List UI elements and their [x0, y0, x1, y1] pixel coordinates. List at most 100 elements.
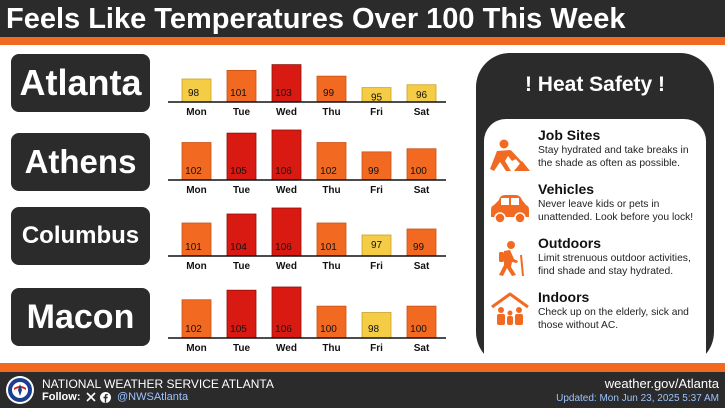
city-label-macon: Macon [11, 288, 150, 346]
athens-tick-label-mon: Mon [186, 185, 207, 196]
macon-value-label-sat: 100 [410, 324, 427, 335]
facebook-icon[interactable] [100, 391, 111, 403]
columbus-tick-label-fri: Fri [370, 261, 383, 272]
macon-bar-mon [181, 299, 212, 339]
tip-heading: Job Sites [538, 127, 601, 143]
website-link[interactable]: weather.gov/Atlanta [604, 376, 719, 391]
macon-value-label-wed: 106 [275, 324, 292, 335]
columbus-bar-mon [181, 222, 212, 257]
city-label-columbus: Columbus [11, 207, 150, 265]
athens-bar-thu [316, 142, 347, 181]
agency-name: NATIONAL WEATHER SERVICE ATLANTA [42, 377, 274, 391]
chart-athens: 102 Mon 105 Tue 106 Wed 102 Thu 99 Fri 100 Sat [168, 124, 446, 198]
columbus-value-label-mon: 101 [185, 242, 202, 253]
macon-tick-label-wed: Wed [276, 343, 297, 354]
athens-value-label-fri: 99 [368, 166, 380, 177]
atlanta-tick-label-mon: Mon [186, 107, 207, 118]
follow-label: Follow: [42, 391, 81, 403]
macon-bar-tue [226, 289, 257, 339]
macon-tick-label-thu: Thu [322, 343, 340, 354]
macon-tick-label-mon: Mon [186, 343, 207, 354]
chart-macon-svg: 102 Mon 105 Tue 106 Wed 100 Thu 98 Fri 100 Sat [168, 286, 446, 354]
worker-shovel-icon [490, 139, 530, 171]
tip-heading: Vehicles [538, 181, 595, 197]
columbus-value-label-tue: 104 [230, 242, 247, 253]
tip-text: Never leave kids or pets in unattended. … [538, 199, 694, 223]
athens-value-label-sat: 100 [410, 166, 427, 177]
columbus-bar-thu [316, 222, 347, 257]
macon-bar-sat [406, 305, 437, 339]
atlanta-value-label-sat: 96 [416, 90, 428, 101]
atlanta-tick-label-thu: Thu [322, 107, 340, 118]
macon-value-label-thu: 100 [320, 324, 337, 335]
tip-indoors: Indoors Check up on the elderly, sick an… [484, 289, 706, 343]
macon-tick-label-sat: Sat [414, 343, 430, 354]
columbus-tick-label-thu: Thu [322, 261, 340, 272]
tip-text: Limit strenuous outdoor activities, find… [538, 253, 691, 277]
columbus-bar-sat [406, 228, 437, 257]
columbus-value-label-sat: 99 [413, 242, 425, 253]
hiker-icon [499, 241, 524, 277]
atlanta-value-label-thu: 99 [323, 88, 335, 99]
chart-macon: 102 Mon 105 Tue 106 Wed 100 Thu 98 Fri 100 Sat [168, 281, 446, 356]
atlanta-value-label-tue: 101 [230, 88, 247, 99]
athens-bar-wed [271, 129, 302, 181]
city-label-athens: Athens [11, 133, 150, 191]
tip-job-sites: Job Sites Stay hydrated and take breaks … [484, 127, 706, 183]
athens-tick-label-sat: Sat [414, 185, 430, 196]
macon-tick-label-fri: Fri [370, 343, 383, 354]
athens-tick-label-thu: Thu [322, 185, 340, 196]
social-handle-link[interactable]: @NWSAtlanta [117, 391, 189, 403]
atlanta-tick-label-sat: Sat [414, 107, 430, 118]
athens-bar-tue [226, 132, 257, 181]
athens-value-label-tue: 105 [230, 166, 247, 177]
x-twitter-icon[interactable] [86, 392, 96, 402]
macon-bar-wed [271, 286, 302, 339]
macon-bar-thu [316, 305, 347, 339]
athens-bar-sat [406, 148, 437, 181]
footer-bar: NATIONAL WEATHER SERVICE ATLANTA Follow:… [0, 372, 725, 408]
columbus-value-label-thu: 101 [320, 242, 337, 253]
tip-text: Stay hydrated and take breaks in the sha… [538, 145, 689, 169]
social-links: @NWSAtlanta [86, 390, 188, 404]
footer-accent-stripe [0, 363, 725, 372]
atlanta-tick-label-wed: Wed [276, 107, 297, 118]
heat-safety-title: ! Heat Safety ! [524, 73, 666, 96]
columbus-bar-tue [226, 213, 257, 257]
heat-safety-tips: Job Sites Stay hydrated and take breaks … [484, 119, 706, 393]
car-icon [491, 195, 529, 224]
athens-tick-label-tue: Tue [233, 185, 250, 196]
atlanta-value-label-wed: 103 [275, 88, 292, 99]
columbus-bar-wed [271, 207, 302, 257]
athens-tick-label-wed: Wed [276, 185, 297, 196]
macon-bar-fri [361, 312, 392, 339]
chart-atlanta-svg: 98 Mon 101 Tue 103 Wed 99 Thu 95 Fri 96 Sat [168, 64, 446, 118]
columbus-tick-label-sat: Sat [414, 261, 430, 272]
athens-tick-label-fri: Fri [370, 185, 383, 196]
columbus-tick-label-mon: Mon [186, 261, 207, 272]
atlanta-bar-wed [271, 64, 302, 103]
athens-value-label-thu: 102 [320, 166, 337, 177]
columbus-tick-label-wed: Wed [276, 261, 297, 272]
page-title: Feels Like Temperatures Over 100 This We… [6, 3, 626, 35]
atlanta-value-label-mon: 98 [188, 88, 200, 99]
tip-heading: Indoors [538, 289, 590, 305]
city-label-atlanta: Atlanta [11, 54, 150, 112]
nws-logo[interactable] [5, 375, 35, 405]
macon-value-label-mon: 102 [185, 324, 202, 335]
columbus-tick-label-tue: Tue [233, 261, 250, 272]
columbus-value-label-fri: 97 [371, 240, 383, 251]
athens-value-label-wed: 106 [275, 166, 292, 177]
macon-value-label-tue: 105 [230, 324, 247, 335]
columbus-value-label-wed: 106 [275, 242, 292, 253]
macon-tick-label-tue: Tue [233, 343, 250, 354]
header-accent-stripe [0, 37, 725, 45]
chart-atlanta: 98 Mon 101 Tue 103 Wed 99 Thu 95 Fri 96 Sat [168, 50, 446, 120]
tip-heading: Outdoors [538, 235, 601, 251]
updated-timestamp: Updated: Mon Jun 23, 2025 5:37 AM [556, 393, 719, 404]
atlanta-tick-label-tue: Tue [233, 107, 250, 118]
header-bar: Feels Like Temperatures Over 100 This We… [0, 0, 725, 37]
macon-value-label-fri: 98 [368, 324, 380, 335]
tip-vehicles: Vehicles Never leave kids or pets in una… [484, 181, 706, 235]
chart-athens-svg: 102 Mon 105 Tue 106 Wed 102 Thu 99 Fri 100 Sat [168, 129, 446, 196]
